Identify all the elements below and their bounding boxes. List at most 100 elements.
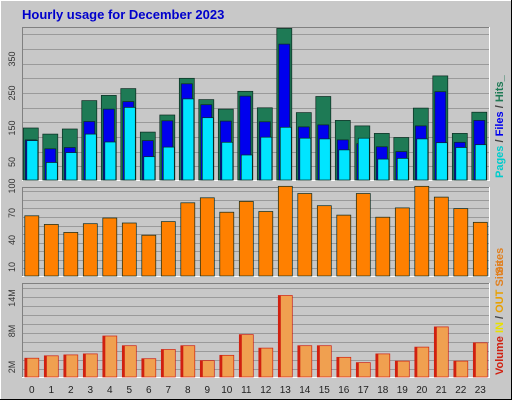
side-legend-part: Sites <box>494 260 506 286</box>
x-tick-label: 3 <box>88 385 94 396</box>
bar-pages-19 <box>396 158 409 181</box>
bar-edge-12 <box>258 348 262 377</box>
bar-edge-0 <box>24 358 28 377</box>
bar-sites-8 <box>180 202 196 277</box>
bar-edge-17 <box>356 362 359 377</box>
bar-edge-1 <box>44 355 47 377</box>
x-tick-label: 5 <box>127 385 133 396</box>
x-tick-label: 14 <box>299 385 311 396</box>
bar-edge-23 <box>473 342 476 377</box>
x-tick-label: 21 <box>436 385 448 396</box>
x-tick-label: 17 <box>358 385 370 396</box>
y-tick-label: 8M <box>7 325 17 338</box>
side-legend-part: Hits <box>494 81 506 102</box>
side-legend-part: / <box>494 102 506 111</box>
bar-sites-2 <box>63 232 79 277</box>
bar-pages-1 <box>45 162 58 181</box>
x-tick-label: 16 <box>338 385 350 396</box>
bar-edge-21 <box>434 326 437 377</box>
y-tick-label: 40 <box>7 235 17 245</box>
bar-sites-22 <box>453 208 469 277</box>
bar-edge-5 <box>122 345 125 377</box>
plot-area <box>22 27 490 181</box>
bar-sites-7 <box>160 221 176 277</box>
bar-pages-13 <box>279 126 292 181</box>
x-tick-label: 1 <box>49 385 55 396</box>
bar-sites-11 <box>238 201 254 277</box>
x-tick-label: 22 <box>455 385 467 396</box>
bar-sites-3 <box>82 223 98 277</box>
x-tick-label: 10 <box>221 385 233 396</box>
bar-sites-19 <box>394 207 410 277</box>
x-tick-label: 7 <box>166 385 172 396</box>
y-tick-label: 14M <box>7 289 17 307</box>
bar-pages-9 <box>201 117 214 181</box>
bar-sites-13 <box>277 185 293 277</box>
bar-pages-12 <box>260 136 273 181</box>
side-legend-part: Pages <box>494 146 506 178</box>
bar-edge-7 <box>161 349 164 377</box>
bar-sites-20 <box>414 185 430 277</box>
hits-files-pages-panel: 50 150 250 350 Pages / Files / Hits_ <box>7 27 506 181</box>
bar-pages-20 <box>416 138 429 181</box>
x-tick-label: 6 <box>146 385 152 396</box>
bar-pages-7 <box>162 146 175 181</box>
x-tick-label: 20 <box>416 385 428 396</box>
bar-sites-6 <box>141 234 157 277</box>
y-tick-label: 2M <box>7 361 17 374</box>
bar-sites-23 <box>472 221 488 277</box>
bar-edge-3 <box>83 353 86 377</box>
bar-sites-14 <box>297 193 313 277</box>
bar-edge-13 <box>278 295 281 377</box>
bar-edge-10 <box>219 355 223 377</box>
bar-edge-11 <box>239 334 242 377</box>
side-legend: Volume IN / OUT Sites <box>494 260 506 375</box>
side-legend-part: Files <box>494 111 506 136</box>
bar-sites-1 <box>43 224 59 277</box>
bar-edge-2 <box>63 354 67 377</box>
bar-sites-5 <box>121 222 137 277</box>
bar-edge-14 <box>297 345 301 377</box>
side-legend: Pages / Files / Hits_ <box>494 74 506 178</box>
y-tick-label: 50 <box>7 157 17 167</box>
bar-pages-17 <box>357 137 370 181</box>
bar-edge-22 <box>453 361 457 377</box>
side-legend-part: OUT <box>494 289 506 313</box>
bar-sites-12 <box>258 211 274 277</box>
chart-title: Hourly usage for December 2023 <box>22 7 224 22</box>
side-legend-part: IN <box>494 322 506 333</box>
bar-pages-6 <box>143 156 156 181</box>
side-legend-part: Volume <box>494 336 506 375</box>
bar-edge-19 <box>395 361 398 377</box>
x-tick-label: 9 <box>205 385 211 396</box>
bar-pages-2 <box>65 152 78 181</box>
bar-sites-10 <box>219 211 235 277</box>
hour-axis: 0 1 2 3 4 5 6 7 8 9 10 11 12 13 14 15 16 17 18 19 20 21 22 23 <box>29 385 486 396</box>
side-legend-part: / <box>494 136 506 145</box>
bar-edge-4 <box>102 336 106 377</box>
x-tick-label: 13 <box>280 385 292 396</box>
bar-edge-18 <box>375 353 379 377</box>
x-tick-label: 2 <box>68 385 74 396</box>
bar-pages-3 <box>84 133 97 181</box>
x-tick-label: 18 <box>377 385 389 396</box>
bar-edge-6 <box>141 358 145 377</box>
bar-pages-18 <box>377 158 390 181</box>
y-tick-label: 150 <box>7 120 17 135</box>
bar-edge-9 <box>200 360 203 377</box>
bar-pages-5 <box>123 107 136 181</box>
plot-area <box>22 283 490 378</box>
side-legend: Sites <box>494 248 506 274</box>
bar-edge-15 <box>317 345 320 377</box>
bar-sites-17 <box>355 193 371 277</box>
bar-sites-21 <box>433 196 449 277</box>
volume-panel: 2M 8M 14M Volume IN / OUT Sites <box>7 260 506 378</box>
bar-pages-23 <box>474 144 487 181</box>
bar-edge-20 <box>414 347 418 377</box>
bar-edge-8 <box>180 345 184 377</box>
x-tick-label: 12 <box>260 385 272 396</box>
x-tick-label: 8 <box>185 385 191 396</box>
x-tick-label: 23 <box>475 385 487 396</box>
bar-sites-18 <box>375 216 391 277</box>
